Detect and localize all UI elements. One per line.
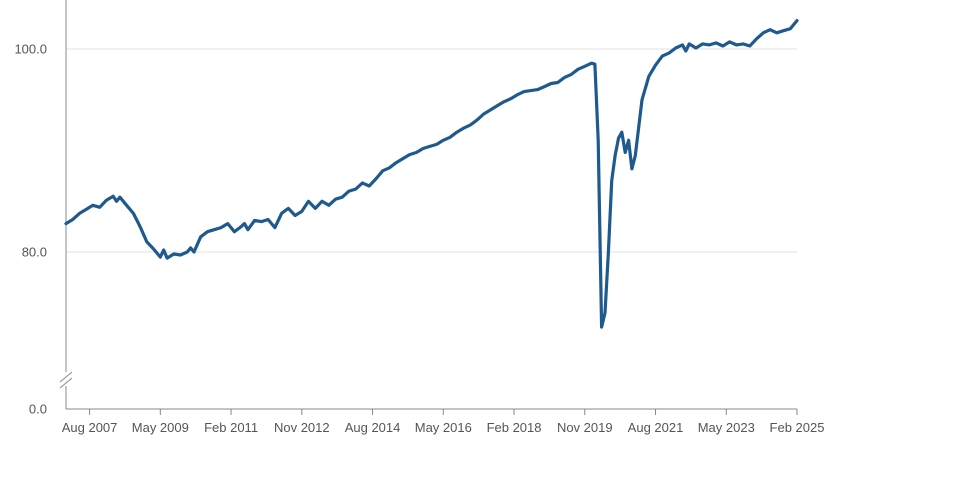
x-tick-label: Feb 2011 [204,420,258,435]
series-line [64,19,799,329]
x-tick-label: Feb 2018 [487,420,542,435]
x-tick-label: Nov 2012 [274,420,330,435]
x-tick-label: Aug 2014 [345,420,401,435]
x-tick-label: May 2016 [415,420,472,435]
series-layer [64,19,799,329]
x-tick-label: Aug 2007 [62,420,118,435]
x-tick-label: May 2023 [698,420,755,435]
axis-break-marker [58,371,74,389]
axes [58,0,797,410]
y-tick-label: 80.0 [22,245,47,260]
x-tick-label: May 2009 [132,420,189,435]
gridlines [66,48,797,253]
x-tick-label: Aug 2021 [628,420,684,435]
y-tick-label: 100.0 [14,42,47,57]
x-tick-labels: Aug 2007 May 2009 Feb 2011 Nov 2012 Aug 2014… [62,409,825,435]
x-tick-label: Nov 2019 [557,420,613,435]
x-tick-label: Feb 2025 [770,420,825,435]
y-tick-labels: 0.0 80.0 100.0 [14,42,47,417]
y-tick-label: 0.0 [29,402,47,417]
